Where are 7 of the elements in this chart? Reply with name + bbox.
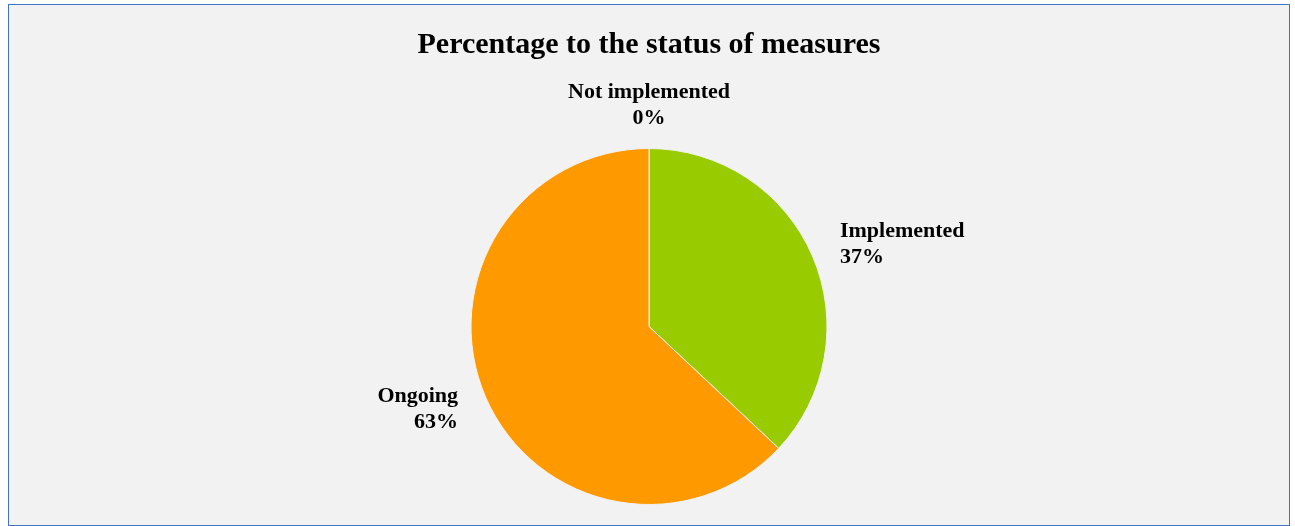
chart-title: Percentage to the status of measures (417, 25, 881, 59)
category-label: Not implemented (568, 78, 730, 104)
data-label: 37% (839, 242, 884, 268)
text: 0% (632, 104, 666, 130)
slice-label: Implemented (839, 216, 965, 242)
data-label: 63% (414, 407, 459, 433)
slice-label: Ongoing (377, 381, 459, 407)
